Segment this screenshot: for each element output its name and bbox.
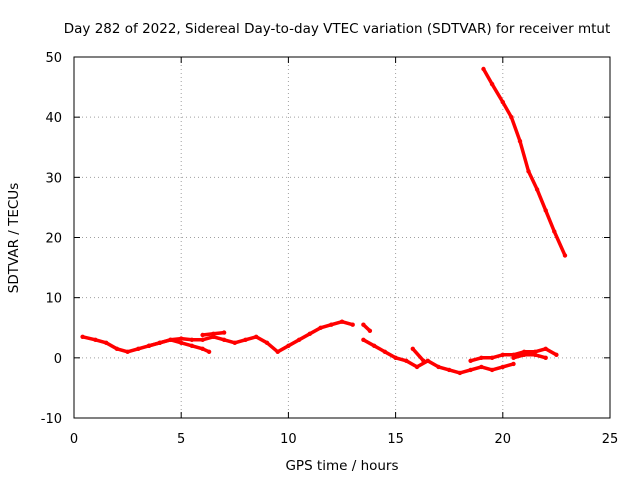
data-point [511,355,516,360]
data-point [517,139,523,144]
data-point [296,337,302,342]
data-point [232,340,237,345]
data-point [552,229,557,234]
data-point [275,349,280,354]
data-point [421,358,426,363]
y-tick-label: 30 [45,171,62,186]
x-tick-label: 20 [495,432,512,447]
data-point [410,346,415,351]
data-point [243,337,248,342]
data-point [468,358,473,363]
data-point [307,331,312,336]
chart-title: Day 282 of 2022, Sidereal Day-to-day VTE… [64,21,610,37]
data-point [200,346,205,351]
series-satellite-track-9 [481,67,567,258]
x-tick-label: 0 [70,432,78,447]
data-point [200,337,205,342]
data-point [211,331,216,336]
data-point [500,364,505,370]
data-point [80,334,85,339]
data-point [189,343,195,348]
data-point [179,340,184,345]
y-tick-label: 20 [45,232,62,247]
data-point [93,337,98,342]
data-point [489,355,495,360]
data-point [526,169,531,174]
data-point [481,66,486,72]
data-point [479,364,484,370]
data-point [479,355,484,360]
data-point [532,352,538,357]
data-point [361,322,366,327]
data-point [361,337,366,342]
x-tick-label: 15 [387,432,404,447]
data-point [179,336,184,341]
data-point [157,340,162,345]
y-tick-label: -10 [41,412,62,427]
data-point [136,346,141,351]
data-point [425,358,430,363]
series-layer [80,66,568,376]
data-point [382,349,388,354]
data-point [543,355,548,360]
data-point [509,115,514,120]
series-satellite-track-6 [411,347,426,363]
y-tick-label: 40 [45,111,62,126]
data-point [562,253,568,258]
data-point [404,358,409,363]
data-point [189,337,195,342]
data-point [104,340,109,345]
data-point [522,352,527,357]
data-point [372,343,377,348]
data-point [468,367,473,373]
tick-layer [73,56,611,419]
data-point [125,349,130,354]
data-point [367,328,373,333]
data-point [146,343,152,348]
grid-layer [74,57,610,418]
y-tick-label: 0 [54,352,62,367]
x-tick-label: 25 [602,432,619,447]
x-tick-label: 5 [177,432,185,447]
x-tick-label: 10 [280,432,297,447]
data-point [221,330,227,335]
series-satellite-track-1 [80,319,355,354]
data-point [457,370,463,376]
data-point [114,346,120,351]
data-point [221,337,227,342]
y-tick-label: 50 [45,51,62,66]
series-satellite-track-8 [511,353,548,360]
data-point [447,367,452,373]
data-point [318,325,323,330]
data-point [206,349,212,354]
data-point [339,319,345,324]
data-point [286,343,291,348]
data-point [500,352,505,357]
data-point [393,355,398,360]
data-point [554,352,559,357]
data-point [436,364,441,370]
data-point [329,322,334,327]
data-point [534,187,540,192]
data-point [489,367,495,373]
data-point [543,346,548,351]
tick-label-layer: 0 5 10 15 20 25 -10 0 10 20 30 40 50 [41,51,619,447]
data-point [350,322,355,327]
data-point [543,208,548,213]
data-point [414,364,420,370]
data-point [254,334,259,339]
y-axis-title: SDTVAR / TECUs [6,183,22,293]
data-point [489,81,495,87]
data-point [511,361,516,367]
x-axis-title: GPS time / hours [285,458,398,474]
data-point [168,337,173,342]
y-tick-label: 10 [45,292,62,307]
data-point [500,99,505,105]
data-point [264,340,270,345]
data-point [200,332,205,338]
